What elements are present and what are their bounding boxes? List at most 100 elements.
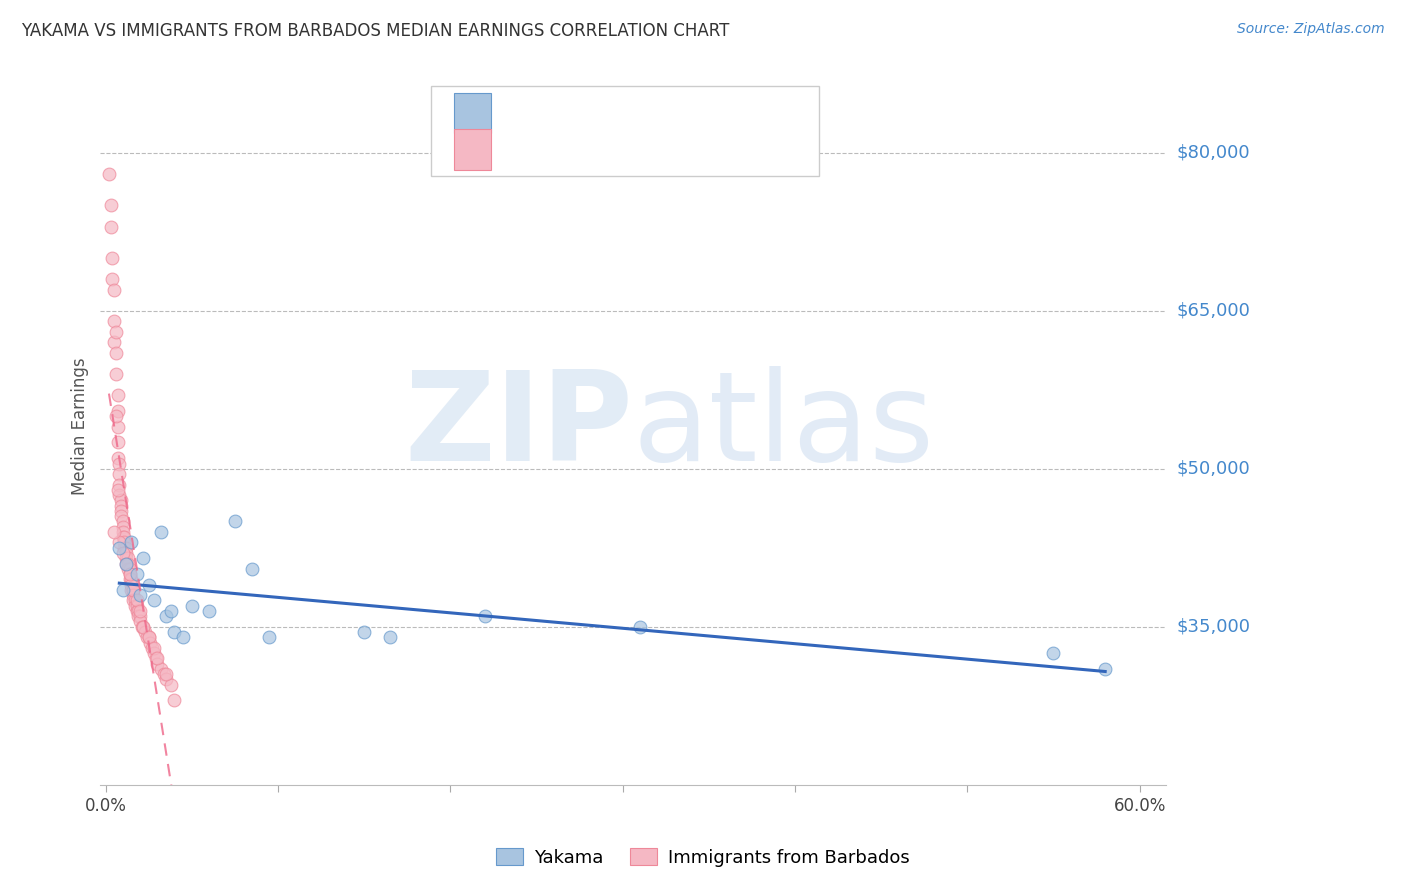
Text: Source: ZipAtlas.com: Source: ZipAtlas.com (1237, 22, 1385, 37)
Point (198, 604, 221, 618)
Text: R =: R = (509, 104, 548, 122)
Text: N =: N = (675, 104, 714, 122)
Point (378, 630, 401, 644)
Point (101, 272, 124, 286)
Point (125, 567, 148, 582)
Point (145, 651, 167, 665)
Point (120, 535, 142, 549)
Point (100, 219, 122, 234)
Point (107, 388, 129, 402)
Point (110, 499, 132, 513)
Point (117, 562, 139, 576)
Point (122, 582, 145, 597)
Point (122, 582, 145, 597)
Text: 25: 25 (720, 104, 742, 122)
Point (153, 667, 176, 681)
Point (127, 604, 149, 618)
Point (111, 530, 134, 544)
Point (160, 604, 183, 618)
Point (1042, 646, 1064, 660)
Point (155, 609, 177, 624)
Text: $80,000: $80,000 (1177, 144, 1250, 161)
Point (132, 620, 155, 634)
Point (111, 582, 134, 597)
Point (110, 493, 132, 508)
Point (120, 573, 142, 587)
Point (138, 630, 160, 644)
Point (139, 635, 162, 649)
Point (120, 577, 142, 591)
Point (155, 667, 177, 681)
Point (111, 546, 134, 560)
Point (129, 609, 152, 624)
Point (101, 251, 124, 265)
Point (132, 620, 155, 634)
Point (142, 646, 165, 660)
Point (103, 283, 125, 297)
Point (146, 657, 169, 671)
Point (108, 535, 131, 549)
Point (131, 620, 153, 634)
Point (172, 630, 194, 644)
Point (149, 662, 172, 676)
Point (100, 198, 122, 212)
Point (224, 515, 246, 529)
Point (104, 346, 127, 360)
Text: N =: N = (675, 140, 714, 158)
Point (142, 593, 165, 607)
Point (129, 615, 152, 629)
Point (135, 630, 157, 644)
Point (163, 693, 186, 707)
Legend: Yakama, Immigrants from Barbados: Yakama, Immigrants from Barbados (489, 841, 917, 874)
Point (104, 325, 127, 339)
Y-axis label: Median Earnings: Median Earnings (72, 358, 89, 495)
FancyBboxPatch shape (454, 129, 491, 169)
Point (259, 630, 281, 644)
Text: $35,000: $35,000 (1177, 618, 1250, 636)
Point (111, 524, 134, 539)
Point (108, 467, 131, 481)
Point (115, 541, 138, 555)
Point (108, 541, 131, 555)
Text: $50,000: $50,000 (1177, 459, 1250, 478)
Point (103, 335, 125, 350)
Point (98, 167, 121, 181)
Point (110, 504, 132, 518)
Point (122, 588, 145, 602)
Text: -0.574: -0.574 (554, 104, 612, 122)
FancyBboxPatch shape (430, 87, 820, 176)
Point (146, 651, 169, 665)
Point (115, 557, 138, 571)
Point (132, 551, 155, 566)
Text: R =: R = (509, 140, 548, 158)
Point (108, 488, 131, 502)
Point (118, 573, 141, 587)
Point (114, 541, 136, 555)
Text: atlas: atlas (633, 366, 935, 487)
Point (104, 409, 127, 423)
Point (138, 630, 160, 644)
Point (127, 609, 149, 624)
Point (125, 604, 148, 618)
Point (474, 609, 496, 624)
Point (115, 551, 138, 566)
Point (124, 593, 146, 607)
Point (141, 640, 163, 655)
Text: ZIP: ZIP (404, 366, 633, 487)
Point (108, 457, 131, 471)
Point (114, 535, 136, 549)
Point (124, 599, 146, 613)
Point (125, 599, 148, 613)
Point (163, 625, 186, 640)
Point (117, 551, 139, 566)
Point (160, 678, 183, 692)
Point (353, 625, 375, 640)
Point (1094, 662, 1116, 676)
Point (122, 593, 145, 607)
Point (111, 519, 134, 533)
Point (107, 404, 129, 418)
Point (138, 577, 160, 591)
Point (118, 562, 141, 576)
Point (129, 588, 152, 602)
Point (107, 435, 129, 450)
